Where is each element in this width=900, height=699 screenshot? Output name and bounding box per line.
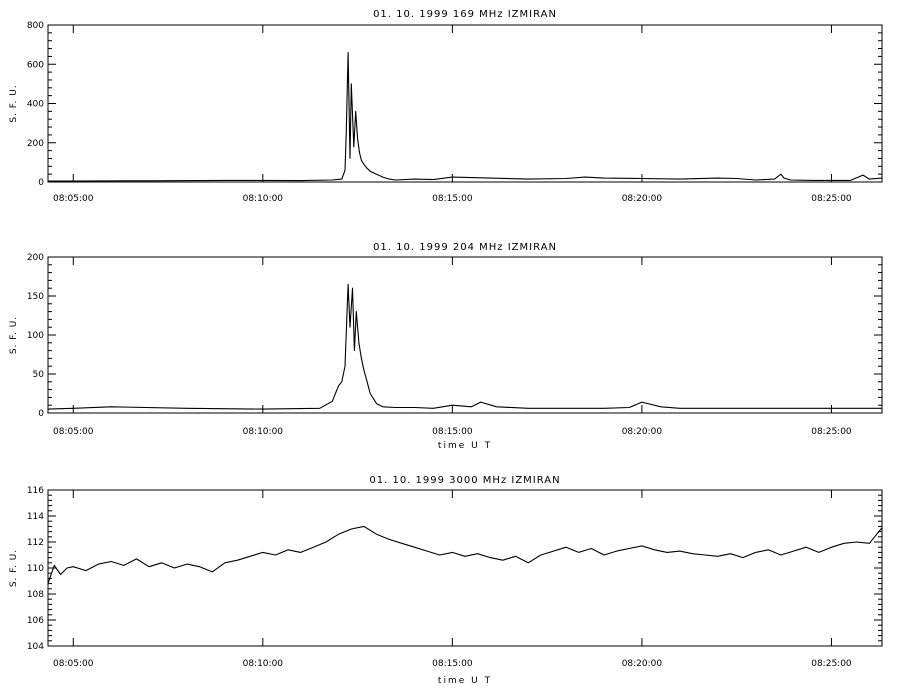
x-tick-label: 08:10:00 (243, 194, 284, 204)
y-tick-label: 50 (33, 370, 45, 380)
x-tick-label: 08:05:00 (53, 194, 94, 204)
y-tick-label: 110 (27, 564, 44, 574)
x-tick-label: 08:20:00 (622, 659, 663, 669)
y-axis-label: S. F. U. (9, 549, 19, 587)
series-line (47, 283, 882, 410)
chart-title: 01. 10. 1999 204 MHz IZMIRAN (373, 242, 557, 253)
chart-title: 01. 10. 1999 3000 MHz IZMIRAN (369, 475, 560, 486)
x-tick-label: 08:10:00 (243, 659, 284, 669)
y-tick-label: 200 (27, 139, 44, 149)
y-tick-label: 0 (38, 178, 44, 188)
y-tick-label: 106 (27, 616, 44, 626)
y-tick-label: 108 (27, 590, 44, 600)
plot-frame (47, 256, 883, 414)
x-tick-label: 08:20:00 (622, 194, 663, 204)
chart-title: 01. 10. 1999 169 MHz IZMIRAN (373, 9, 557, 20)
x-tick-label: 08:25:00 (811, 194, 852, 204)
x-tick-label: 08:05:00 (53, 659, 94, 669)
y-tick-label: 100 (27, 331, 44, 341)
series-line (48, 51, 883, 182)
y-tick-label: 0 (38, 409, 44, 419)
chart-panel-2: 01. 10. 1999 204 MHz IZMIRAN S. F. U. time… (9, 242, 883, 451)
chart-panel-3: 01. 10. 1999 3000 MHz IZMIRAN S. F. U. tim… (9, 475, 883, 686)
x-tick-label: 08:15:00 (432, 427, 473, 437)
y-tick-label: 112 (27, 538, 44, 548)
x-tick-label: 08:10:00 (243, 427, 284, 437)
y-tick-label: 114 (27, 512, 44, 522)
y-axis-label: S. F. U. (9, 316, 19, 354)
y-tick-label: 200 (27, 253, 44, 263)
y-tick-label: 104 (27, 642, 44, 652)
x-axis-label: time U T (438, 441, 492, 451)
y-tick-label: 800 (27, 21, 44, 31)
x-tick-label: 08:15:00 (432, 659, 473, 669)
y-tick-label: 116 (27, 486, 44, 496)
y-tick-label: 400 (27, 100, 44, 110)
y-axis-label: S. F. U. (9, 84, 19, 122)
chart-panel-1: 01. 10. 1999 169 MHz IZMIRAN S. F. U. 0 200… (9, 9, 883, 204)
y-tick-label: 150 (27, 292, 44, 302)
series-line (47, 525, 883, 584)
x-tick-label: 08:15:00 (432, 194, 473, 204)
x-tick-label: 08:05:00 (53, 427, 94, 437)
x-axis-label: time U T (438, 676, 492, 686)
plot-frame (47, 24, 883, 183)
y-tick-label: 600 (27, 60, 44, 70)
x-tick-label: 08:25:00 (811, 427, 852, 437)
x-tick-label: 08:20:00 (622, 427, 663, 437)
x-tick-label: 08:25:00 (811, 659, 852, 669)
